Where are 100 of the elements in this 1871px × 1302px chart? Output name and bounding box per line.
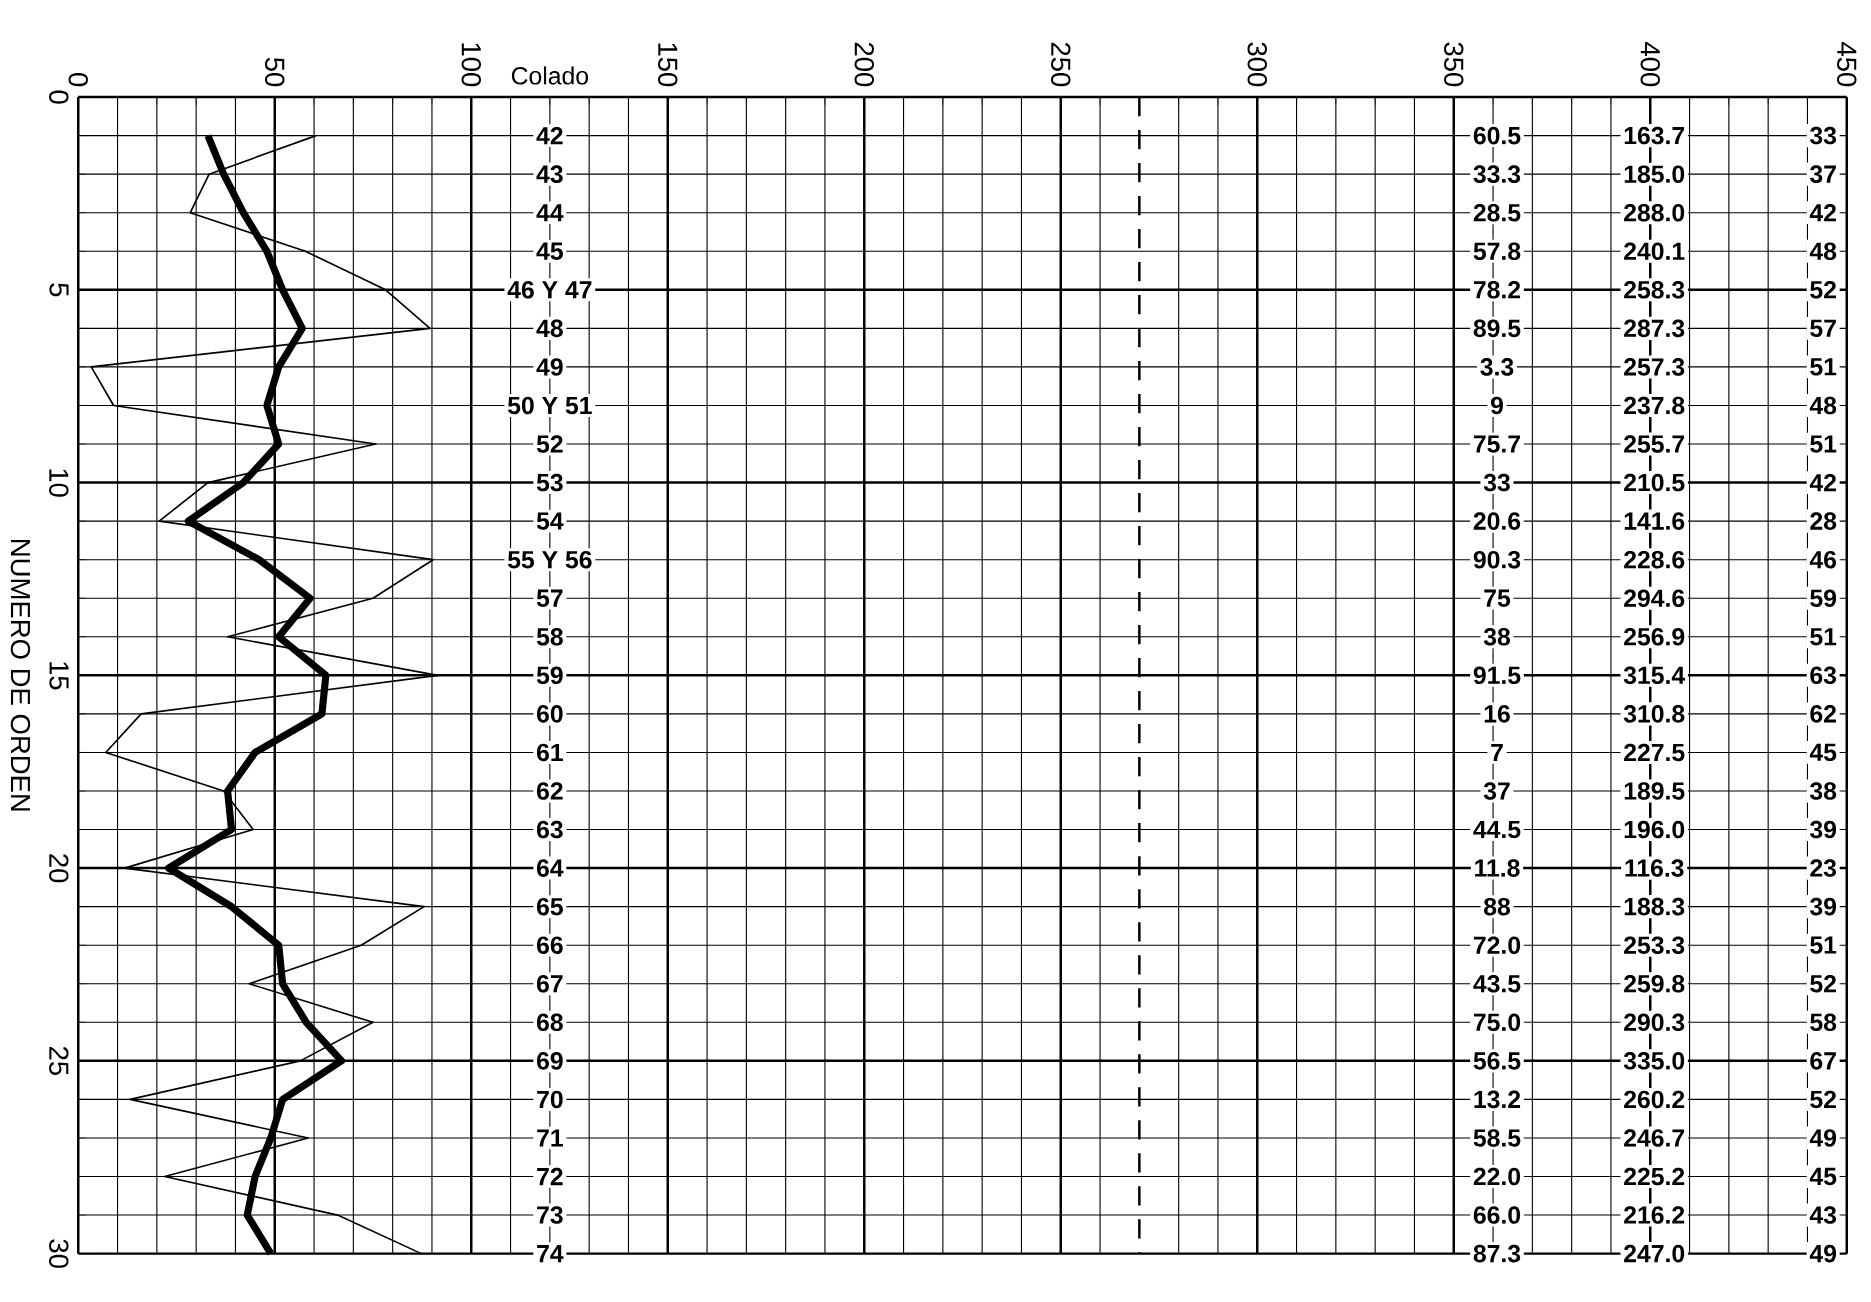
annotation: 65 <box>537 897 563 916</box>
annotation: 48 <box>1809 396 1837 415</box>
annotation: 210.5 <box>1624 473 1685 492</box>
annotation: 38 <box>1809 782 1837 800</box>
annotation: 42 <box>1809 473 1836 492</box>
annotation: 185.0 <box>1624 165 1685 183</box>
annotation: 51 <box>1810 628 1837 646</box>
annotation: 58 <box>1810 1013 1837 1032</box>
annotation: 71 <box>537 1129 563 1147</box>
annotation: 42 <box>1809 203 1836 222</box>
x-tick-label: 200 <box>854 42 874 87</box>
annotation: 216.2 <box>1624 1206 1685 1224</box>
y-tick-label: 10 <box>49 469 69 497</box>
annotation: 44 <box>536 204 564 222</box>
annotation: 141.6 <box>1624 512 1685 530</box>
annotation: 228.6 <box>1624 550 1685 569</box>
x-tick-label: 300 <box>1247 42 1267 87</box>
annotation: 7 <box>1491 743 1503 761</box>
annotation: 49 <box>1809 1244 1837 1263</box>
x-tick-label: 50 <box>265 57 285 87</box>
annotation: 38 <box>1483 627 1511 646</box>
annotation: 28.5 <box>1473 203 1521 222</box>
text: Colado <box>511 66 589 85</box>
annotation: 33 <box>1809 126 1837 145</box>
annotation: 90.3 <box>1473 550 1521 569</box>
annotation: 78.2 <box>1473 280 1521 299</box>
annotation: 43 <box>536 165 563 183</box>
annotation: 290.3 <box>1624 1013 1685 1032</box>
annotation: 59 <box>1810 589 1837 607</box>
annotation: 335.0 <box>1623 1052 1685 1070</box>
annotation: 75 <box>1484 589 1511 607</box>
annotation: 62 <box>1810 705 1836 723</box>
annotation: 58.5 <box>1473 1129 1521 1147</box>
y-tick-label: 30 <box>49 1239 69 1268</box>
annotation: 67 <box>537 974 563 993</box>
annotation: 52 <box>1810 280 1836 299</box>
annotation: 50 Y 51 <box>507 396 592 415</box>
annotation: 294.6 <box>1624 589 1685 607</box>
annotation: 58 <box>536 627 563 646</box>
annotation: 255.7 <box>1624 435 1685 453</box>
annotation: 52 <box>1810 1090 1836 1109</box>
annotation: 39 <box>1809 897 1837 916</box>
annotation: 9 <box>1490 396 1503 415</box>
annotation: 74 <box>537 1245 564 1263</box>
annotation: 287.3 <box>1624 319 1685 338</box>
annotation: 237.8 <box>1624 396 1685 415</box>
annotation: 75.0 <box>1473 1013 1521 1032</box>
annotation: 225.2 <box>1624 1167 1685 1186</box>
x-tick-label: 100 <box>461 43 481 87</box>
annotation: 33 <box>1483 473 1510 492</box>
annotation: 53 <box>536 473 563 492</box>
x-tick-label: 0 <box>68 73 88 87</box>
annotation: 55 Y 56 <box>507 550 592 569</box>
annotation: 48 <box>536 319 563 338</box>
annotation: 63 <box>1810 666 1837 685</box>
annotation: 43 <box>1809 1206 1837 1224</box>
annotation: 87.3 <box>1473 1244 1521 1263</box>
annotation: 260.2 <box>1624 1090 1685 1109</box>
annotation: 189.5 <box>1624 782 1685 800</box>
annotation: 72 <box>537 1167 563 1186</box>
y-tick-label: 20 <box>49 854 69 883</box>
annotation: 59 <box>536 666 563 685</box>
annotation: 57.8 <box>1473 242 1521 260</box>
annotation: 310.8 <box>1623 705 1685 723</box>
annotation: 91.5 <box>1473 666 1521 685</box>
annotation: 49 <box>1809 1129 1837 1147</box>
annotation: 52 <box>1810 974 1836 993</box>
annotation: 45 <box>1809 743 1837 762</box>
annotation: 315.4 <box>1623 666 1686 685</box>
annotation: 73 <box>537 1206 563 1224</box>
annotation: 257.3 <box>1624 358 1685 376</box>
annotation: 13.2 <box>1474 1090 1521 1109</box>
annotation: 196.0 <box>1624 820 1685 839</box>
annotation: 247.0 <box>1624 1244 1685 1263</box>
annotation: 45 <box>536 242 563 260</box>
annotation: 28 <box>1810 512 1837 530</box>
annotation: 51 <box>1810 936 1837 954</box>
annotation: 61 <box>537 743 563 762</box>
annotation: 3.3 <box>1480 358 1514 376</box>
annotation: 54 <box>536 512 564 530</box>
annotation: 52 <box>536 435 563 453</box>
annotation: 69 <box>537 1052 563 1070</box>
annotation: 240.1 <box>1624 242 1685 260</box>
x-tick-label: 250 <box>1051 42 1071 87</box>
y-tick-label: 0 <box>49 90 69 104</box>
annotation: 70 <box>537 1090 563 1109</box>
annotation: 227.5 <box>1624 743 1685 762</box>
x-tick-label: 400 <box>1640 42 1660 87</box>
annotation: 51 <box>1810 358 1837 376</box>
annotation: 16 <box>1484 705 1510 723</box>
annotation: 66 <box>537 936 563 954</box>
annotation: 89.5 <box>1473 319 1521 338</box>
annotation: 259.8 <box>1624 974 1685 993</box>
annotation: 258.3 <box>1624 280 1685 299</box>
annotation: 23 <box>1810 859 1837 877</box>
annotation: 45 <box>1809 1167 1837 1186</box>
annotation: 57 <box>536 589 563 607</box>
annotation: 39 <box>1809 820 1837 839</box>
annotation: 256.9 <box>1624 627 1685 646</box>
annotation: 253.3 <box>1624 936 1685 954</box>
